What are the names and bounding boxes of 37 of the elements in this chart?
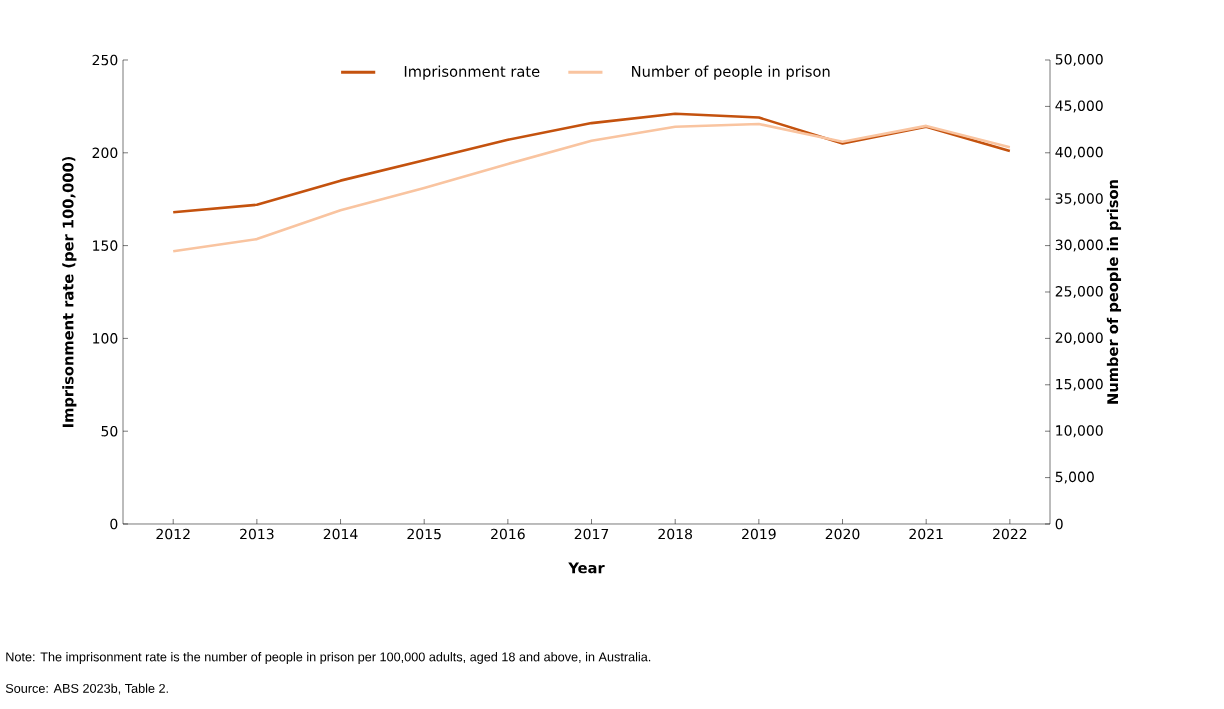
- y2-tick-label: 35,000: [1055, 193, 1103, 206]
- y2-tick-label: 40,000: [1055, 146, 1103, 159]
- x-tick-label: 2016: [491, 528, 525, 540]
- y2-tick-label: 5,000: [1055, 471, 1094, 484]
- legend-label: Number of people in prison: [632, 65, 830, 80]
- y-tick-label: 0: [110, 518, 118, 530]
- y-tick-label: 100: [93, 333, 118, 344]
- line-series: [171, 112, 1012, 214]
- y-tick-label: 50: [101, 425, 118, 437]
- x-tick-label: 2015: [407, 528, 441, 540]
- line-series: [171, 122, 1012, 253]
- y-tick-label: 200: [92, 147, 118, 159]
- y2-tick-label: 25,000: [1055, 285, 1103, 299]
- y2-tick-label: 0: [1055, 518, 1063, 530]
- x-tick-label: 2013: [240, 528, 274, 540]
- x-tick-label: 2014: [323, 528, 358, 540]
- x-tick-label: 2018: [658, 528, 693, 540]
- source-note: Source: ABS 2023b, Table 2.: [5, 683, 168, 695]
- y-axis-title: Imprisonment rate (per 100,000): [62, 156, 77, 428]
- y-tick-label: 250: [92, 54, 118, 66]
- x-tick-label: 2019: [742, 528, 776, 540]
- y2-tick-label: 20,000: [1055, 332, 1103, 345]
- x-tick-label: 2022: [993, 528, 1027, 540]
- x-tick-label: 2020: [825, 528, 860, 540]
- legend-label: Imprisonment rate: [404, 65, 540, 80]
- y2-tick-label: 50,000: [1055, 53, 1103, 67]
- x-axis-title: Year: [568, 562, 605, 574]
- x-tick-label: 2012: [156, 528, 190, 540]
- y2-tick-label: 15,000: [1056, 378, 1103, 391]
- y2-axis-title: Number of people in prison: [1106, 180, 1122, 404]
- x-tick-label: 2017: [574, 528, 609, 540]
- x-tick-label: 2021: [909, 528, 943, 540]
- y2-tick-label: 45,000: [1055, 100, 1103, 113]
- text: Note: The imprisonment rate is the number of people in prison per 100,000 adults, aged 18 and above, in Australia.: [6, 652, 651, 664]
- y-tick-label: 150: [93, 240, 118, 251]
- y2-tick-label: 30,000: [1055, 239, 1103, 252]
- y2-tick-label: 10,000: [1056, 425, 1103, 438]
